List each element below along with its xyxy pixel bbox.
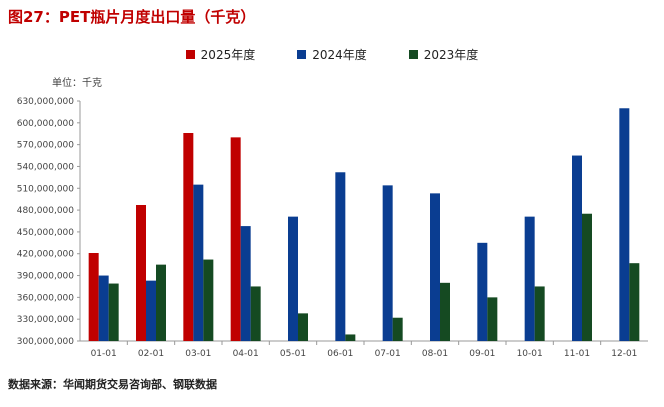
y-tick-label: 510,000,000 bbox=[17, 184, 75, 194]
y-tick-label: 570,000,000 bbox=[17, 141, 75, 151]
legend: 2025年度 2024年度 2023年度 bbox=[0, 46, 664, 63]
bar-2023年度-08-01 bbox=[440, 282, 450, 341]
bar-2024年度-06-01 bbox=[335, 172, 346, 341]
bar-2024年度-01-01 bbox=[98, 275, 109, 341]
bar-2025年度-03-01 bbox=[183, 133, 194, 341]
y-tick-label: 480,000,000 bbox=[17, 206, 75, 216]
y-tick-label: 360,000,000 bbox=[17, 293, 75, 303]
legend-label-2023: 2023年度 bbox=[423, 48, 479, 62]
bar-2024年度-03-01 bbox=[193, 184, 204, 341]
legend-swatch-2025 bbox=[185, 50, 195, 59]
bar-2025年度-04-01 bbox=[230, 137, 241, 341]
bar-2023年度-02-01 bbox=[156, 264, 166, 341]
legend-swatch-2024 bbox=[297, 50, 307, 59]
bar-2023年度-12-01 bbox=[629, 263, 640, 341]
bar-2024年度-12-01 bbox=[619, 108, 630, 341]
bar-2024年度-08-01 bbox=[430, 193, 440, 341]
legend-swatch-2023 bbox=[408, 50, 418, 59]
legend-item-2025: 2025年度 bbox=[185, 46, 256, 63]
x-tick-label: 08-01 bbox=[422, 349, 448, 359]
x-tick-label: 02-01 bbox=[138, 349, 164, 359]
bar-2023年度-01-01 bbox=[108, 283, 119, 341]
y-tick-label: 300,000,000 bbox=[17, 337, 75, 347]
legend-item-2023: 2023年度 bbox=[408, 46, 479, 63]
y-tick-label: 390,000,000 bbox=[17, 272, 75, 282]
chart-title: 图27：PET瓶片月度出口量（千克） bbox=[8, 8, 256, 26]
y-tick-label: 330,000,000 bbox=[17, 315, 75, 325]
x-tick-label: 09-01 bbox=[469, 349, 495, 359]
x-tick-label: 11-01 bbox=[564, 349, 590, 359]
bar-2024年度-09-01 bbox=[477, 242, 488, 341]
x-tick-label: 12-01 bbox=[611, 349, 637, 359]
x-tick-label: 03-01 bbox=[185, 349, 211, 359]
bar-2023年度-09-01 bbox=[487, 297, 498, 341]
x-tick-label: 06-01 bbox=[327, 349, 353, 359]
bar-2023年度-05-01 bbox=[298, 313, 308, 341]
y-tick-label: 450,000,000 bbox=[17, 228, 75, 238]
bar-2024年度-11-01 bbox=[572, 155, 582, 341]
source-note: 数据来源：华闻期货交易咨询部、钢联数据 bbox=[8, 378, 217, 391]
unit-label: 单位：千克 bbox=[52, 78, 102, 89]
bar-2024年度-10-01 bbox=[524, 216, 535, 341]
x-tick-label: 10-01 bbox=[517, 349, 543, 359]
bar-2025年度-02-01 bbox=[136, 205, 146, 341]
bar-2023年度-11-01 bbox=[582, 213, 592, 341]
bar-2023年度-04-01 bbox=[250, 286, 261, 341]
y-tick-label: 630,000,000 bbox=[17, 97, 75, 107]
x-tick-label: 05-01 bbox=[280, 349, 306, 359]
bar-2023年度-10-01 bbox=[534, 286, 545, 341]
bar-2023年度-03-01 bbox=[203, 259, 214, 341]
x-tick-label: 07-01 bbox=[375, 349, 401, 359]
bar-2023年度-06-01 bbox=[345, 334, 356, 341]
bar-2025年度-01-01 bbox=[88, 253, 99, 341]
legend-label-2025: 2025年度 bbox=[200, 48, 256, 62]
bar-2024年度-04-01 bbox=[240, 226, 251, 341]
x-tick-label: 04-01 bbox=[233, 349, 259, 359]
y-tick-label: 600,000,000 bbox=[17, 119, 75, 129]
bar-2024年度-05-01 bbox=[288, 216, 298, 341]
y-tick-label: 420,000,000 bbox=[17, 250, 75, 260]
bar-2023年度-07-01 bbox=[392, 317, 403, 341]
y-tick-label: 540,000,000 bbox=[17, 162, 75, 172]
x-tick-label: 01-01 bbox=[91, 349, 117, 359]
legend-item-2024: 2024年度 bbox=[297, 46, 367, 63]
legend-label-2024: 2024年度 bbox=[312, 48, 367, 62]
bar-2024年度-07-01 bbox=[382, 185, 393, 341]
bar-2024年度-02-01 bbox=[146, 280, 156, 341]
